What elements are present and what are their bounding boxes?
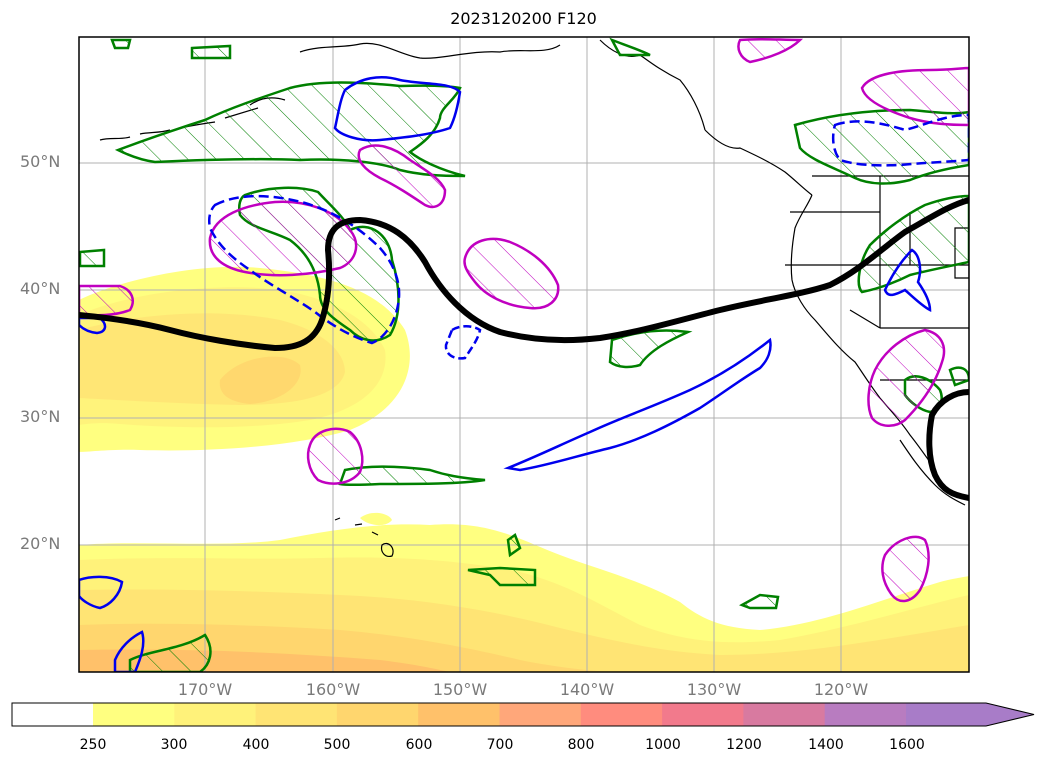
blue-contour-dashed-small [444,325,482,360]
magenta-contour-gulf [357,144,447,209]
magenta-contours [79,37,969,603]
colorbar-tick-600: 600 [405,737,433,753]
magenta-contour-baja [867,328,946,427]
map-title: 2023120200 F120 [450,9,597,28]
colorbar-cell-400 [255,703,338,726]
colorbar-cell-600 [418,703,500,726]
map-content [79,37,969,672]
hawaii [334,517,394,557]
lon-label-130w: 130°W [686,680,742,699]
blue-contour-dashed-central [207,194,401,345]
colorbar-cell-250 [93,703,175,726]
magenta-contour-south [306,427,364,485]
lon-label-140w: 140°W [559,680,615,699]
magenta-contour-ne [860,66,969,127]
colorbar-under [12,703,93,726]
colorbar-tick-700: 700 [486,737,514,753]
colorbar-tick-800: 800 [567,737,595,753]
blue-contours [79,76,969,672]
lat-label-50n: 50°N [20,152,61,171]
map-frame [78,36,970,673]
lat-label-20n: 20°N [20,534,61,553]
bc-coast [704,129,813,196]
colorbar-tick-300: 300 [160,737,188,753]
colorbar-tick-1000: 1000 [645,737,681,753]
green-contour-small-4 [739,593,780,610]
colorbar-tick-500: 500 [323,737,351,753]
blue-contour-sw-1 [79,575,124,610]
green-contour-small-1 [79,248,106,268]
magenta-contour-pacific [463,237,560,310]
colorbar-tick-400: 400 [242,737,270,753]
blue-contour-sw-2 [113,630,145,672]
ivt-fill-north-500 [219,356,301,404]
green-contour-us [857,194,969,294]
lon-label-150w: 150°W [432,680,488,699]
green-contour-small-6 [190,44,232,60]
jet-stream-line-se [926,389,969,501]
colorbar [11,702,1035,727]
lat-label-30n: 30°N [20,407,61,426]
colorbar-tick-1400: 1400 [808,737,844,753]
green-contour-small-5 [128,633,212,672]
colorbar-cell-500 [336,703,419,726]
green-contour-small-9 [948,366,969,387]
ivt-fill-island [360,512,392,526]
colorbar-cell-1400 [824,703,907,726]
lon-label-160w: 160°W [305,680,361,699]
colorbar-cell-800 [580,703,663,726]
colorbar-tick-250: 250 [79,737,107,753]
magenta-contour-west [79,284,134,317]
blue-contour-west [79,316,107,335]
colorbar-cell-1200 [743,703,826,726]
blue-contour-jet [503,337,772,472]
colorbar-outline [11,702,1035,727]
colorbar-cell-300 [174,703,257,726]
green-contour-sub [608,329,693,369]
green-contour-small-8 [609,37,651,57]
colorbar-cell-1000 [662,703,744,726]
magenta-contour-top [737,37,804,64]
us-west-coast [790,194,881,399]
magenta-contour-mexico [881,535,930,603]
jet-stream-line [79,197,969,352]
lon-label-170w: 170°W [177,680,233,699]
aleutians [99,107,259,141]
green-contour-small-7 [110,38,132,50]
blue-contour-gulf [333,76,462,142]
lon-label-120w: 120°W [813,680,869,699]
lat-label-40n: 40°N [20,279,61,298]
colorbar-tick-1200: 1200 [726,737,762,753]
green-contour-small-3 [467,566,537,587]
green-contour-small-2 [506,533,522,558]
green-contour-mid [338,465,486,486]
colorbar-extend-arrow [986,703,1034,726]
colorbar-cell-1600 [906,703,986,726]
colorbar-cells [93,703,986,726]
colorbar-tick-1600: 1600 [889,737,925,753]
blue-contour-us [883,248,932,313]
blue-contour-dashed-ne [831,113,969,167]
magenta-contour-central [208,200,358,277]
green-contour-ne [793,108,969,185]
colorbar-cell-700 [499,703,582,726]
